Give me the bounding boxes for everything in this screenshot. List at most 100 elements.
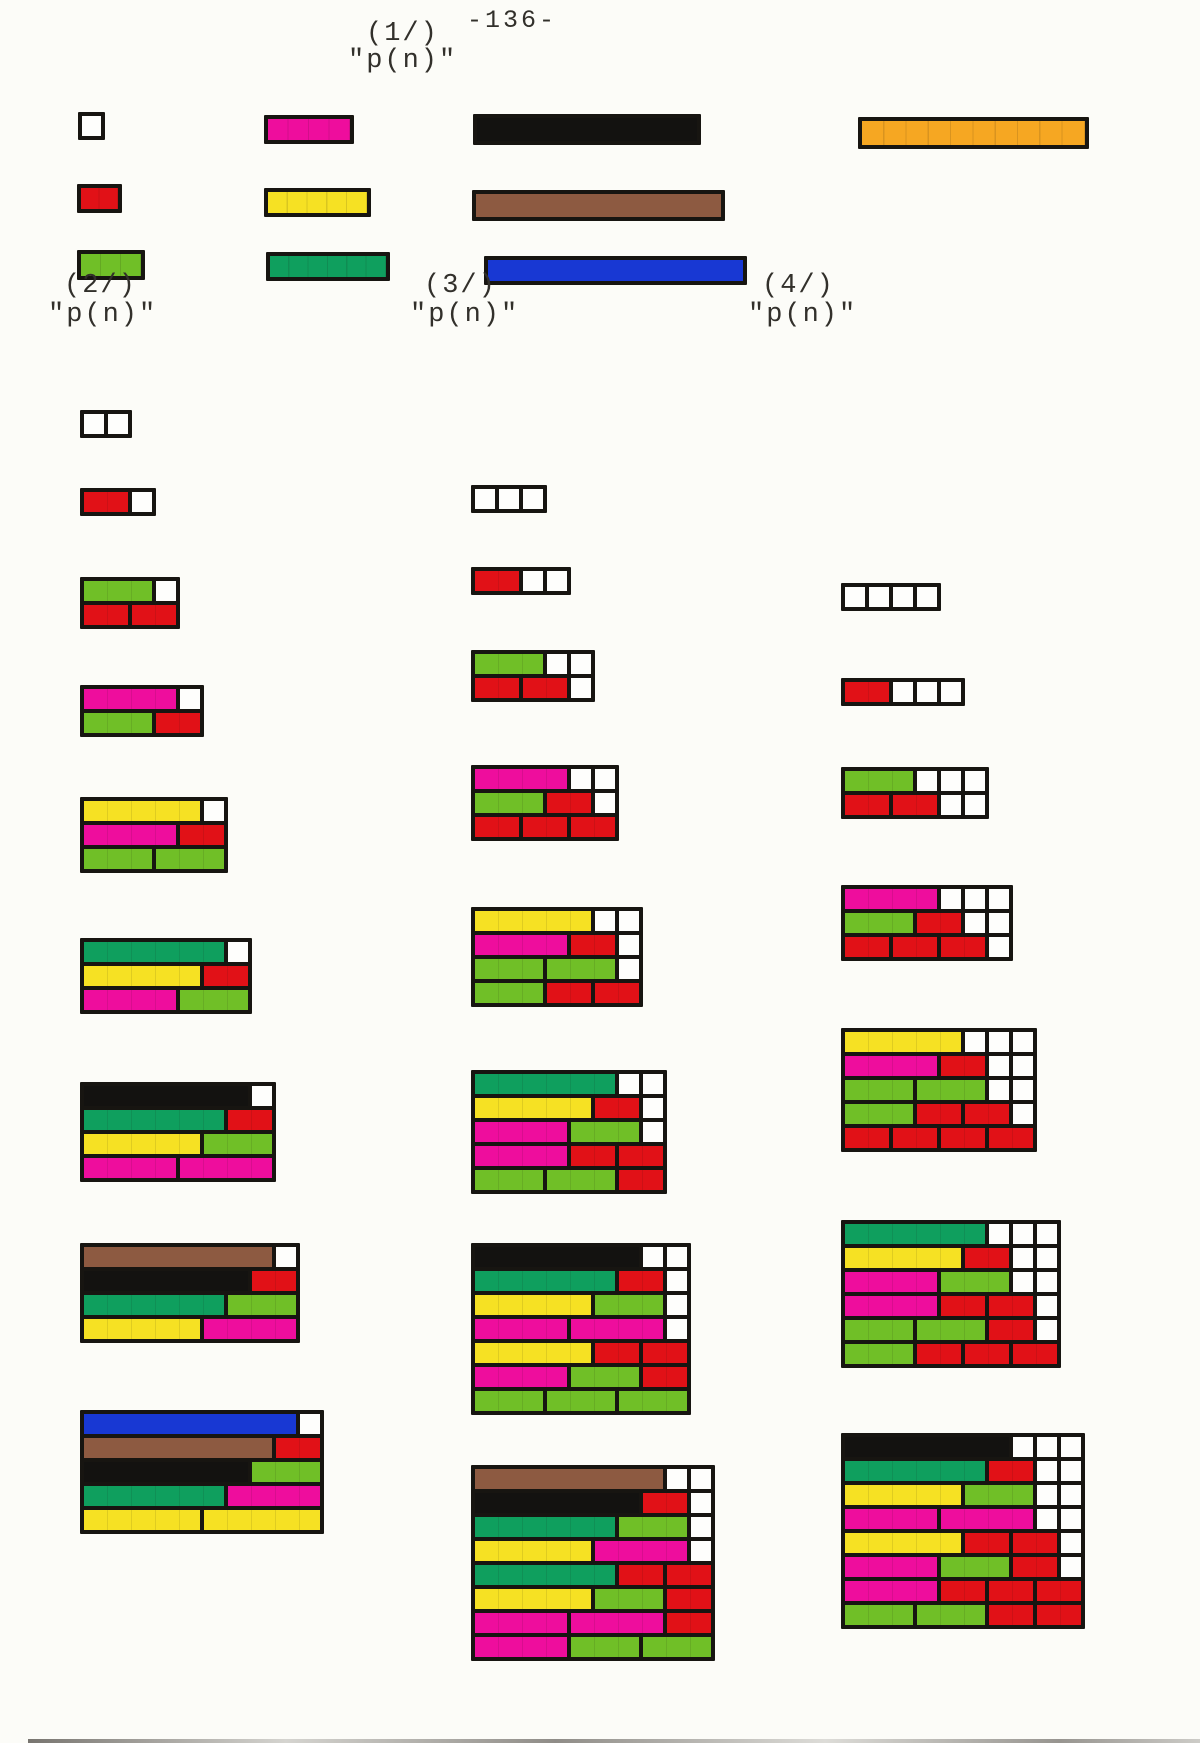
partition-4+3+1+1	[845, 1272, 1057, 1292]
rod-piece-red-2	[941, 1296, 985, 1316]
partition-5+2+1+1	[845, 1248, 1057, 1268]
rod-piece-red-2	[571, 1146, 615, 1166]
partition-8+1+1	[475, 1469, 711, 1489]
partitions-of-6-into-2-parts	[80, 797, 228, 873]
partition-5+2+2	[475, 1343, 687, 1363]
rod-piece-white-1	[571, 654, 591, 674]
rod-piece-white-1	[252, 1086, 272, 1106]
rod-piece-red-2	[523, 678, 567, 698]
partition-5+2+1	[475, 1098, 663, 1118]
rod-piece-light-green-3	[475, 1391, 543, 1411]
rod-piece-white-1	[989, 1032, 1009, 1052]
partition-5+5	[84, 1510, 320, 1530]
rod-piece-light-green-3	[917, 1080, 985, 1100]
cuisenaire-rod-light-green-3	[77, 250, 145, 280]
rod-piece-black-7	[475, 1493, 639, 1513]
rod-piece-white-1	[667, 1469, 687, 1489]
rod-piece-white-1	[691, 1517, 711, 1537]
rod-piece-white-1	[941, 889, 961, 909]
rod-piece-magenta-4	[845, 1272, 937, 1292]
partition-4+1+1+1	[845, 889, 1009, 909]
rod-piece-sea-green-6	[84, 1486, 224, 1506]
partition-2+1+1	[475, 571, 567, 591]
rod-piece-red-2	[965, 1248, 1009, 1268]
rod-piece-yellow-5	[845, 1248, 961, 1268]
rod-piece-white-1	[989, 889, 1009, 909]
partition-6+2	[84, 1110, 272, 1130]
rod-piece-white-1	[1037, 1272, 1057, 1292]
rod-piece-red-2	[132, 605, 176, 625]
rod-piece-magenta-4	[475, 1613, 567, 1633]
rod-piece-light-green-3	[547, 959, 615, 979]
rod-piece-yellow-5	[475, 911, 591, 931]
rod-piece-sea-green-6	[84, 942, 224, 962]
rod-piece-sea-green-6	[475, 1271, 615, 1291]
rod-piece-red-2	[619, 1146, 663, 1166]
rod-piece-red-2	[941, 1056, 985, 1076]
partition-4+2+2+1	[845, 1296, 1057, 1316]
rod-piece-white-1	[667, 1319, 687, 1339]
rod-piece-red-2	[965, 1344, 1009, 1364]
rod-piece-white-1	[989, 913, 1009, 933]
rod-piece-light-green-3	[204, 1134, 272, 1154]
partition-5+4	[84, 1319, 296, 1339]
rod-piece-yellow-5	[475, 1589, 591, 1609]
rod-piece-white-1	[619, 1074, 639, 1094]
rod-piece-magenta-4	[84, 825, 176, 845]
rod-piece-red-2	[989, 1128, 1033, 1148]
rod-piece-light-green-3	[917, 1605, 985, 1625]
partition-3+3+3	[475, 1391, 687, 1411]
partitions-of-7-into-4-parts	[841, 885, 1013, 961]
rod-piece-white-1	[845, 587, 865, 607]
rod-piece-white-1	[276, 1247, 296, 1267]
rod-piece-white-1	[1013, 1104, 1033, 1124]
rod-piece-white-1	[595, 911, 615, 931]
partitions-of-7-into-2-parts	[80, 938, 252, 1014]
partition-4+2+2	[475, 1146, 663, 1166]
partition-3+3+2	[475, 1170, 663, 1190]
partition-5+3+1	[475, 1295, 687, 1315]
rod-piece-yellow-5	[84, 801, 200, 821]
partition-3+3+1	[475, 959, 639, 979]
rod-piece-white-1	[643, 1122, 663, 1142]
rod-piece-magenta-4	[475, 1122, 567, 1142]
rod-piece-black-7	[845, 1437, 1009, 1457]
rod-piece-white-1	[989, 1080, 1009, 1100]
partition-8+2	[84, 1438, 320, 1458]
rod-piece-magenta-4	[475, 1319, 567, 1339]
rod-piece-magenta-4	[228, 1486, 320, 1506]
section-3-label: (3/)	[424, 271, 497, 301]
rod-piece-white-1	[595, 769, 615, 789]
rod-piece-red-2	[893, 1128, 937, 1148]
partition-9+1	[84, 1414, 320, 1434]
rod-piece-red-2	[276, 1438, 320, 1458]
rod-piece-white-1	[1037, 1224, 1057, 1244]
rod-piece-red-2	[595, 983, 639, 1003]
rod-piece-magenta-4	[845, 1557, 937, 1577]
rod-piece-red-2	[643, 1367, 687, 1387]
rod-piece-white-1	[228, 942, 248, 962]
rod-piece-red-2	[475, 571, 519, 591]
rod-piece-light-green-3	[595, 1295, 663, 1315]
rod-piece-light-green-3	[965, 1485, 1033, 1505]
rod-piece-red-2	[845, 937, 889, 957]
partition-5+4+1	[475, 1541, 711, 1561]
rod-piece-yellow-5	[204, 1510, 320, 1530]
partition-3+2+2+2	[845, 1344, 1057, 1364]
rod-piece-white-1	[989, 1056, 1009, 1076]
rod-piece-white-1	[869, 587, 889, 607]
rod-piece-white-1	[893, 682, 913, 702]
partition-6+2+1	[475, 1271, 687, 1291]
rod-piece-white-1	[523, 489, 543, 509]
rod-piece-red-2	[619, 1271, 663, 1291]
rod-piece-light-green-3	[643, 1637, 711, 1657]
rod-piece-red-2	[965, 1104, 1009, 1124]
rod-piece-brown-8	[84, 1247, 272, 1267]
rod-piece-white-1	[1037, 1248, 1057, 1268]
partition-1+1+1	[475, 489, 543, 509]
rod-piece-red-2	[204, 966, 248, 986]
rod-piece-light-green-3	[845, 913, 913, 933]
rod-piece-white-1	[1013, 1080, 1033, 1100]
partition-7+1+1+1	[845, 1437, 1081, 1457]
rod-piece-red-2	[941, 937, 985, 957]
